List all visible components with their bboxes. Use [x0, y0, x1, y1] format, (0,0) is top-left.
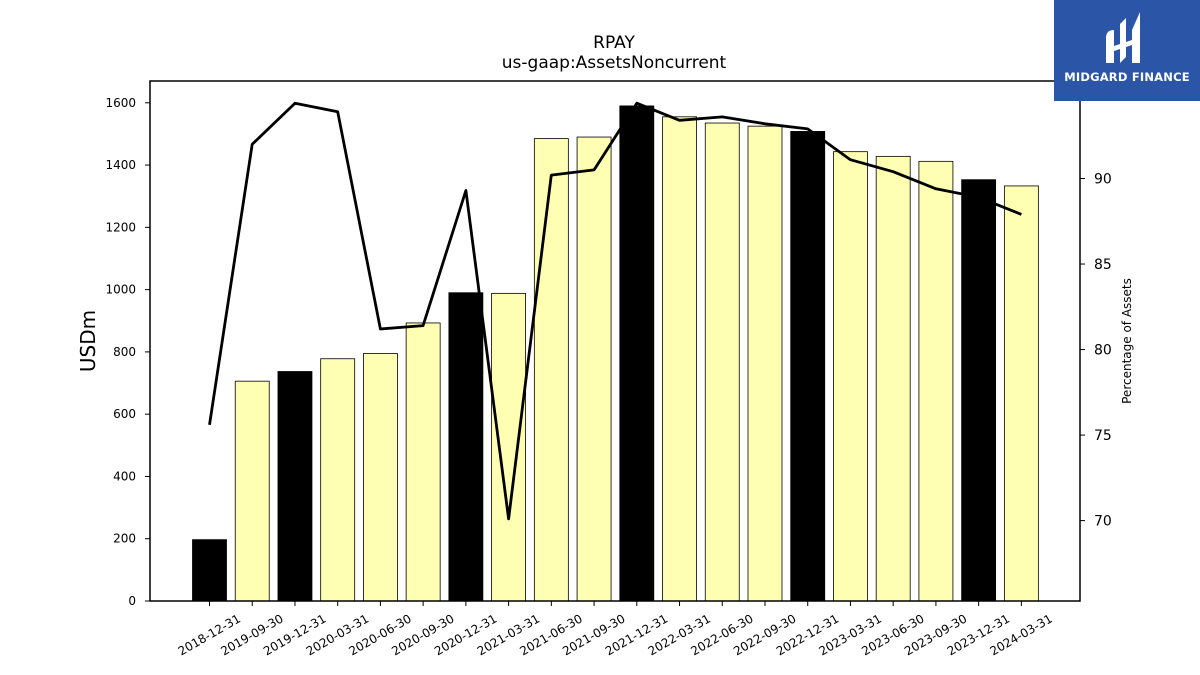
- bar-2023-12-31: [961, 179, 997, 602]
- y2-axis-label: Percentage of Assets: [1120, 278, 1134, 404]
- bar-2024-03-31: [1003, 185, 1039, 602]
- bar-2021-09-30: [576, 136, 612, 602]
- left-tick-label: 400: [113, 469, 136, 483]
- left-tick-label: 1600: [105, 96, 136, 110]
- line-group: [208, 101, 1022, 521]
- bar-2023-09-30: [918, 160, 954, 602]
- x-axis: 2018-12-312019-09-302019-12-312020-03-31…: [176, 601, 1055, 658]
- chart-title: RPAY: [593, 33, 635, 53]
- left-tick-label: 600: [113, 407, 136, 421]
- right-tick-label: 90: [1094, 172, 1112, 188]
- bar-2022-09-30: [747, 125, 783, 602]
- left-tick-label: 800: [113, 345, 136, 359]
- bar-2021-12-31: [619, 105, 655, 602]
- bar-2020-06-30: [363, 353, 398, 602]
- y-axis-label: USDm: [76, 310, 100, 372]
- bar-2020-12-31: [448, 292, 484, 602]
- right-tick-label: 85: [1094, 257, 1112, 273]
- left-tick-label: 1200: [105, 220, 136, 234]
- bar-2018-12-31: [192, 539, 227, 602]
- bar-2023-03-31: [833, 151, 868, 602]
- bar-2021-06-30: [533, 138, 569, 602]
- left-tick-label: 200: [113, 532, 136, 546]
- right-tick-label: 70: [1094, 514, 1112, 530]
- left-tick-label: 1400: [105, 158, 136, 172]
- logo-mark-icon: [1106, 12, 1140, 63]
- bars-group: [192, 105, 1039, 602]
- bar-2019-09-30: [234, 380, 270, 602]
- bar-2022-06-30: [704, 122, 740, 602]
- right-axis: 70 75 80 85 90: [1080, 172, 1112, 530]
- chart-subtitle: us-gaap:AssetsNoncurrent: [502, 53, 727, 73]
- bar-2021-03-31: [491, 292, 527, 602]
- left-tick-label: 1000: [105, 283, 136, 297]
- brand-logo: MIDGARD FINANCE: [1054, 0, 1200, 101]
- logo-text: MIDGARD FINANCE: [1064, 70, 1190, 84]
- bar-2020-03-31: [320, 358, 356, 602]
- bar-2020-09-30: [405, 322, 441, 602]
- bar-2022-12-31: [790, 131, 826, 602]
- right-tick-label: 80: [1094, 343, 1112, 359]
- plot-area-frame: [149, 80, 1081, 602]
- percentage-of-assets-line: [208, 101, 1022, 521]
- right-tick-label: 75: [1094, 428, 1112, 444]
- bar-2022-03-31: [662, 116, 697, 602]
- bar-2019-12-31: [277, 371, 313, 602]
- bar-2023-06-30: [875, 155, 911, 602]
- left-axis: 0 200 400 600 800 1000 1200 1400 1600: [105, 96, 150, 608]
- left-tick-label: 0: [128, 594, 136, 608]
